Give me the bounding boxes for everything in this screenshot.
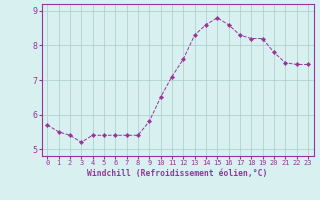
X-axis label: Windchill (Refroidissement éolien,°C): Windchill (Refroidissement éolien,°C) — [87, 169, 268, 178]
